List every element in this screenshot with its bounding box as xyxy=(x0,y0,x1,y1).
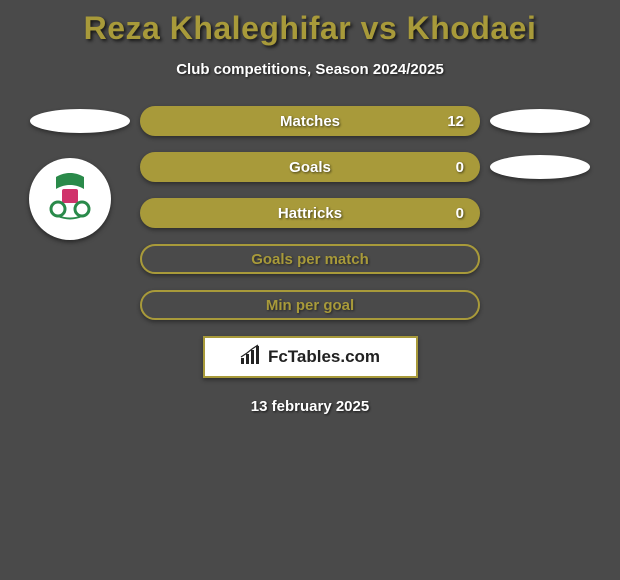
stat-pill-goals-per-match: Goals per match xyxy=(140,244,480,274)
stat-row-hattricks: Hattricks 0 xyxy=(0,198,620,228)
stat-label: Goals per match xyxy=(251,251,369,268)
stat-label: Matches xyxy=(280,113,340,130)
player1-ellipse-icon xyxy=(30,109,130,133)
player2-ellipse-icon xyxy=(490,109,590,133)
date-text: 13 february 2025 xyxy=(0,398,620,415)
page-title: Reza Khaleghifar vs Khodaei xyxy=(0,0,620,47)
player2-ellipse-icon xyxy=(490,155,590,179)
right-decor-slot xyxy=(480,155,600,179)
stat-value-right: 0 xyxy=(456,159,464,176)
stat-value-right: 12 xyxy=(447,113,464,130)
stat-row-goals-per-match: Goals per match xyxy=(0,244,620,274)
bar-chart-icon xyxy=(240,344,262,371)
subtitle: Club competitions, Season 2024/2025 xyxy=(0,61,620,78)
stat-label: Hattricks xyxy=(278,205,342,222)
stat-pill-goals: Goals 0 xyxy=(140,152,480,182)
brand-box[interactable]: FcTables.com xyxy=(203,336,418,378)
right-decor-slot xyxy=(480,109,600,133)
stat-pill-matches: Matches 12 xyxy=(140,106,480,136)
stat-row-matches: Matches 12 xyxy=(0,106,620,136)
stat-label: Goals xyxy=(289,159,331,176)
stat-row-min-per-goal: Min per goal xyxy=(0,290,620,320)
brand-text: FcTables.com xyxy=(268,347,380,367)
stat-pill-hattricks: Hattricks 0 xyxy=(140,198,480,228)
stat-label: Min per goal xyxy=(266,297,354,314)
stat-pill-min-per-goal: Min per goal xyxy=(140,290,480,320)
stats-container: Matches 12 Goals 0 Hat xyxy=(0,106,620,320)
stat-value-right: 0 xyxy=(456,205,464,222)
left-decor-slot xyxy=(20,109,140,133)
